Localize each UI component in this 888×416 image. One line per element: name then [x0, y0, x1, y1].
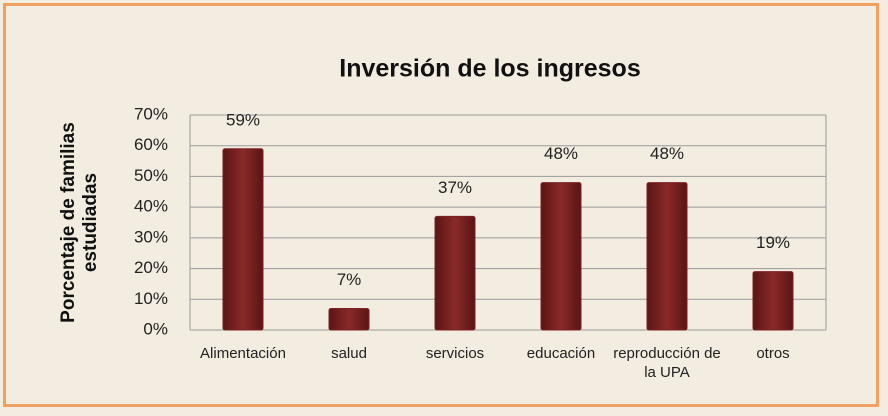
y-tick-label: 50%	[134, 166, 168, 185]
data-label: 7%	[337, 270, 362, 289]
bar	[434, 215, 476, 331]
data-label: 48%	[650, 144, 684, 163]
y-tick-label: 40%	[134, 197, 168, 216]
x-tick-label: Alimentación	[200, 345, 286, 362]
x-tick-label: servicios	[425, 345, 485, 362]
y-axis-label: Porcentaje de familias estudiadas	[58, 122, 101, 323]
data-label: 19%	[756, 233, 790, 252]
bar	[222, 148, 264, 331]
bar	[328, 308, 370, 331]
x-tick-label: salud	[331, 345, 367, 362]
data-label: 37%	[438, 178, 472, 197]
y-tick-label: 20%	[134, 258, 168, 277]
data-label: 59%	[226, 110, 260, 129]
y-tick-label: 30%	[134, 227, 168, 246]
y-tick-label: 70%	[134, 104, 168, 123]
bar	[752, 271, 794, 331]
data-label: 48%	[544, 144, 578, 163]
chart-title: Inversión de los ingresos	[339, 55, 640, 83]
bar	[646, 182, 688, 331]
y-tick-label: 60%	[134, 135, 168, 154]
x-tick-label: otros	[756, 345, 790, 362]
bar	[540, 182, 582, 331]
y-tick-label: 10%	[134, 289, 168, 308]
x-tick-label: educación	[526, 345, 596, 362]
y-tick-label: 0%	[143, 319, 168, 338]
x-tick-label: reproducción de la UPA	[613, 345, 721, 381]
frame	[3, 3, 879, 407]
